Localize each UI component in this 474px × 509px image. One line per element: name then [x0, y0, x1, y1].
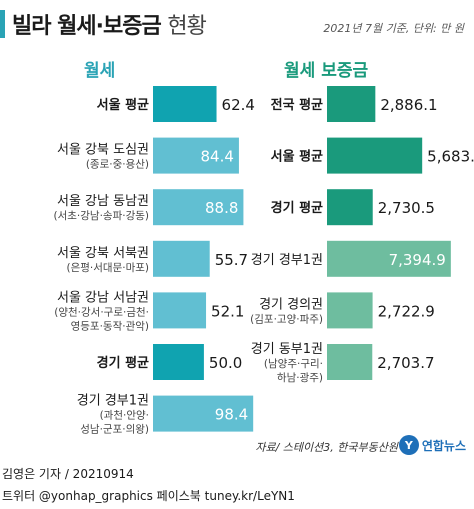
left-category-label-5: 서울 강남 서남권	[57, 290, 149, 305]
left-value-label-3: 88.8	[205, 199, 238, 217]
left-category-label-1: 서울 평균	[97, 97, 149, 113]
source-note: 자료/ 스테이션3, 한국부동산원	[255, 441, 398, 454]
left-bar-2	[153, 137, 239, 174]
right-value-label-3: 2,730.5	[378, 199, 435, 217]
chart-title-light: 현황	[167, 14, 206, 39]
left-category-sublabel-7-2: 성남·군포·의왕)	[80, 424, 149, 436]
right-bar-3	[327, 189, 373, 226]
left-category-sublabel-2-1: (종로·중·용산)	[86, 159, 149, 171]
title-accent-bar	[0, 10, 5, 38]
left-value-label-5: 52.1	[211, 302, 244, 320]
left-category-label-2: 서울 강북 도심권	[57, 143, 149, 158]
right-category-label-1: 전국 평균	[271, 97, 323, 113]
yonhap-logo-icon: Y	[398, 435, 419, 455]
left-category-sublabel-3-1: (서초·강남·송파·강동)	[54, 210, 150, 222]
left-value-label-7: 98.4	[215, 406, 248, 424]
right-category-sublabel-6-2: 하남·광주)	[277, 371, 323, 384]
left-category-label-7: 경기 경부1권	[77, 394, 149, 409]
right-value-label-5: 2,722.9	[378, 302, 435, 320]
right-value-label-2: 5,683.7	[427, 148, 474, 166]
bar-charts: 62.4 서울 평균 84.4 서울 강북 도심권(종로·중·용산) 88.8 서울 강남…	[54, 86, 474, 436]
chart-title: 빌라 월세·보증금 현황	[12, 8, 207, 40]
right-bar-5	[327, 292, 373, 329]
yonhap-logo: Y 연합뉴스	[398, 433, 466, 457]
right-category-sublabel-5-1: (김포·고양·파주)	[250, 313, 323, 325]
unit-note: 2021년 7월 기준, 단위: 만 원	[323, 22, 464, 35]
right-value-label-6: 2,703.7	[377, 354, 434, 372]
left-category-sublabel-4-1: (은평·서대문·마포)	[67, 262, 150, 274]
left-value-label-2: 84.4	[201, 148, 234, 166]
left-value-label-1: 62.4	[222, 96, 255, 114]
right-category-sublabel-6-1: (남양주·구리·	[264, 358, 323, 370]
left-category-label-6: 경기 평균	[97, 355, 149, 371]
right-category-label-6: 경기 동부1권	[251, 342, 323, 357]
left-category-sublabel-5-1: (양천·강서·구로·금천·	[54, 306, 149, 318]
left-panel-title: 월세	[84, 61, 116, 81]
right-bar-1	[327, 86, 376, 122]
right-category-label-4: 경기 경부1권	[251, 253, 323, 268]
left-value-label-6: 50.0	[209, 354, 242, 372]
right-category-label-2: 서울 평균	[271, 149, 323, 165]
chart-title-bold: 빌라 월세·보증금	[12, 14, 162, 39]
yonhap-logo-text: 연합뉴스	[421, 438, 466, 453]
right-bar-2	[327, 137, 423, 174]
left-category-label-3: 서울 강남 동남권	[57, 194, 149, 209]
left-bar-5	[153, 292, 207, 329]
right-bar-4	[327, 240, 451, 277]
left-bar-7	[153, 395, 254, 432]
right-value-label-1: 2,886.1	[380, 96, 437, 114]
left-bar-4	[153, 240, 210, 277]
left-value-label-4: 55.7	[215, 251, 248, 269]
right-panel-title: 월세 보증금	[284, 61, 369, 81]
right-category-label-5: 경기 경의권	[259, 297, 323, 312]
right-value-label-4: 7,394.9	[389, 251, 446, 269]
right-category-label-3: 경기 평균	[271, 200, 323, 216]
left-category-sublabel-5-2: 영등포·동작·관악)	[71, 320, 149, 332]
left-bar-1	[153, 86, 217, 122]
title-row: 빌라 월세·보증금 현황 2021년 7월 기준, 단위: 만 원	[0, 0, 474, 46]
left-category-label-4: 서울 강북 서북권	[57, 246, 149, 261]
left-bar-3	[153, 189, 244, 226]
right-bar-6	[327, 344, 373, 380]
left-bar-6	[153, 344, 204, 380]
reporter-credit: 김영은 기자 / 20210914	[2, 467, 134, 481]
social-links: 트위터 @yonhap_graphics 페이스북 tuney.kr/LeYN1	[2, 489, 295, 503]
left-category-sublabel-7-1: (과천·안양·	[100, 410, 149, 422]
